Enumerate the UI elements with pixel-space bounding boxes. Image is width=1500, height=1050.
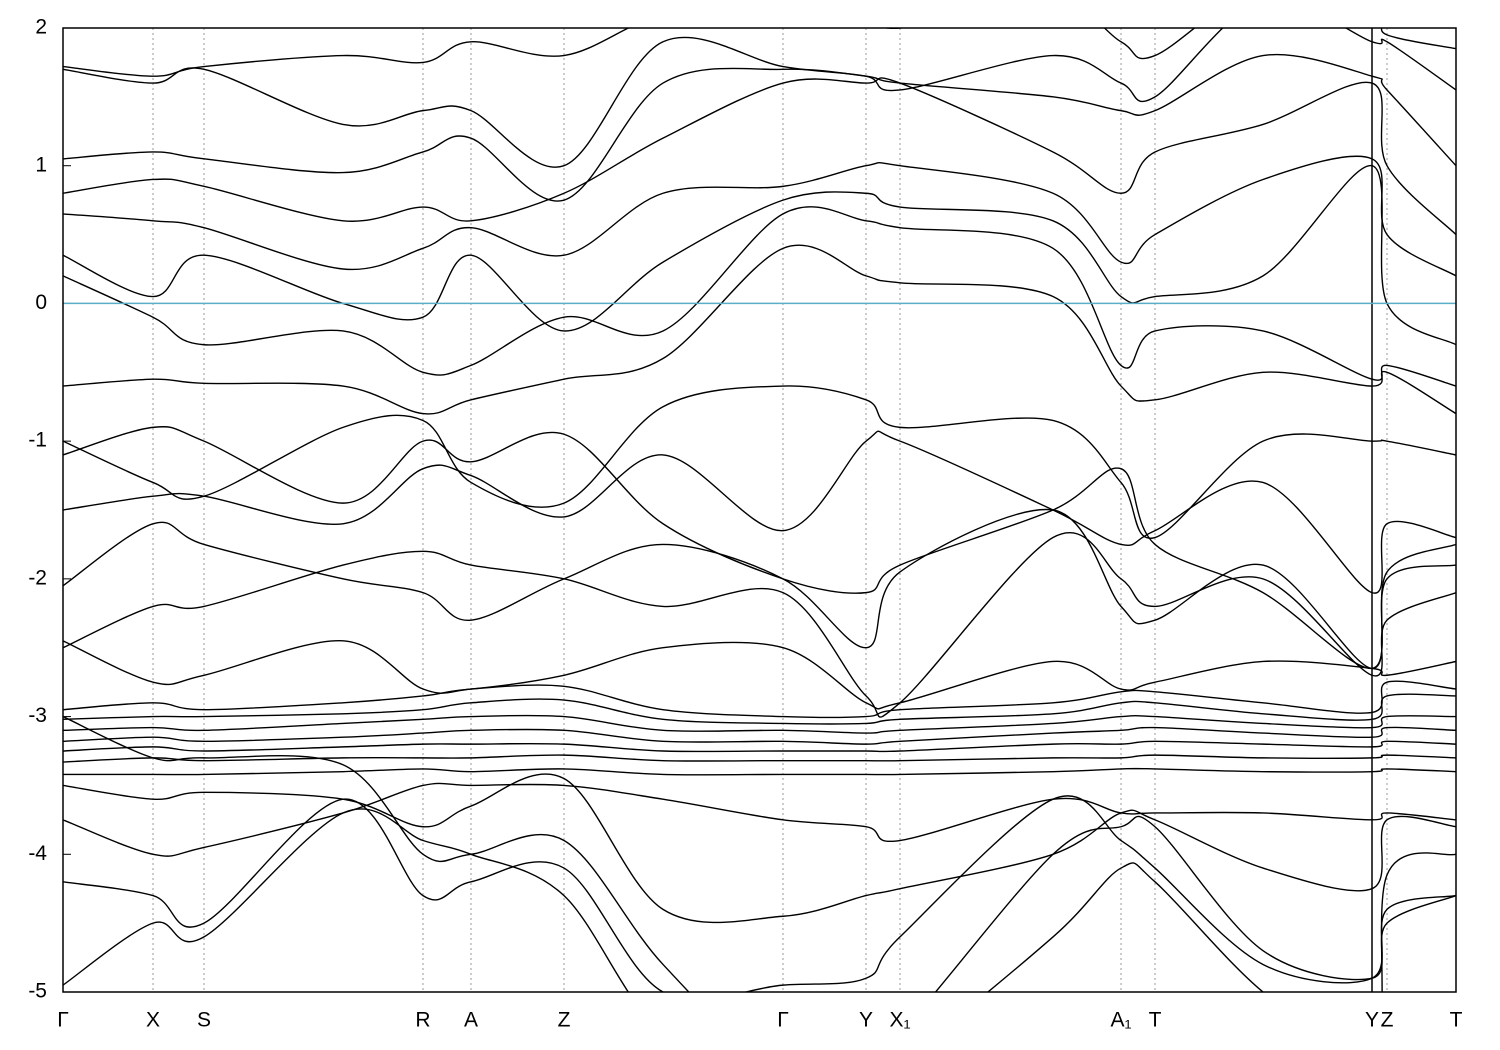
band-line (63, 244, 1456, 415)
plot-frame (62, 27, 1457, 993)
y-tick-label: -2 (28, 566, 47, 589)
band-line (63, 795, 1456, 992)
band-line (63, 693, 1456, 725)
band-line (63, 773, 1456, 924)
x-tick-label: T (1450, 1009, 1463, 1032)
x-tick-label: R (415, 1009, 430, 1032)
band-line (63, 508, 1456, 670)
x-tick-label: Y (859, 1009, 873, 1032)
band-line (63, 767, 1456, 776)
band-line (63, 430, 1456, 594)
band-line (63, 714, 1456, 734)
x-tick-label: Y (1365, 1009, 1379, 1032)
band-line (63, 726, 1456, 745)
y-tick-label: 1 (35, 153, 47, 176)
x-tick-label: T (1149, 1009, 1162, 1032)
band-line (63, 640, 1456, 710)
y-tick-label: -1 (28, 429, 47, 452)
band-line (63, 155, 1456, 277)
band-line (63, 740, 1456, 753)
band-line (63, 28, 1456, 168)
band-line (63, 206, 1456, 387)
x-tick-label: Γ (57, 1009, 69, 1032)
x-tick-label: X₁ (889, 1009, 910, 1032)
x-tick-label: X (146, 1009, 160, 1032)
band-line (63, 77, 1456, 236)
band-line (63, 680, 1456, 719)
y-tick-label: -4 (28, 842, 47, 865)
band-line (63, 715, 1456, 992)
band-line (63, 28, 1456, 77)
band-line (63, 385, 1456, 539)
band-line (63, 165, 1456, 346)
band-line (63, 782, 1456, 857)
x-tick-label: S (197, 1009, 211, 1032)
grid (62, 27, 1457, 993)
x-tick-label: Z (1381, 1009, 1394, 1032)
band-line (63, 754, 1456, 763)
x-tick-label: Z (558, 1009, 571, 1032)
band-line (63, 426, 1456, 670)
y-tick-label: 2 (35, 16, 47, 39)
band-line (63, 808, 1456, 992)
y-tick-label: -5 (28, 980, 47, 1003)
x-tick-label: A (464, 1009, 478, 1032)
band-line (63, 531, 1456, 718)
band-line (63, 53, 1456, 202)
x-tick-label: Γ (777, 1009, 789, 1032)
bands (63, 28, 1456, 992)
y-tick-label: -3 (28, 704, 47, 727)
x-tick-label: A₁ (1110, 1009, 1131, 1032)
y-tick-label: 0 (35, 291, 47, 314)
